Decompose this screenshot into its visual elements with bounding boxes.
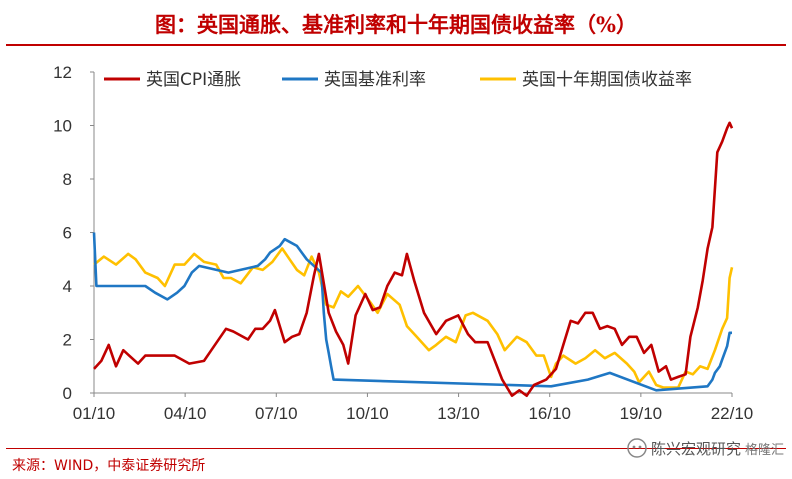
y-tick-label: 12: [53, 63, 72, 82]
x-tick-label: 22/10: [711, 404, 754, 423]
x-tick-label: 16/10: [528, 404, 571, 423]
source-note: 来源：WIND，中泰证券研究所: [12, 458, 206, 474]
y-tick-label: 8: [63, 170, 72, 189]
x-tick-label: 04/10: [164, 404, 207, 423]
legend-label-1: 英国基准利率: [324, 70, 426, 90]
chart-axes: 0 2 4 6 8 10 12 01/10 04/10 07/10 10/10 13/10 16/10 1…: [53, 63, 753, 423]
title-underline: [6, 44, 786, 46]
chart-legend: 英国CPI通胀 英国基准利率 英国十年期国债收益率: [104, 70, 692, 90]
x-tick-label: 01/10: [73, 404, 116, 423]
chart-series-group: [92, 121, 734, 397]
watermark-logo: 格隆汇: [744, 442, 784, 458]
wechat-official-account-icon: [627, 438, 647, 458]
x-tick-label: 19/10: [620, 404, 663, 423]
legend-label-2: 英国十年期国债收益率: [522, 70, 692, 90]
legend-label-0: 英国CPI通胀: [146, 70, 241, 90]
series-line-1: [92, 232, 732, 392]
y-tick-label: 6: [63, 224, 72, 243]
series-line-2: [93, 247, 734, 389]
y-tick-label: 2: [63, 331, 72, 350]
watermark: 陈兴宏观研究 格隆汇: [627, 433, 784, 463]
y-tick-label: 10: [53, 117, 72, 136]
chart-area: 0 2 4 6 8 10 12 01/10 04/10 07/10 10/10 13/10 16/10 1…: [0, 46, 792, 446]
line-chart: 0 2 4 6 8 10 12 01/10 04/10 07/10 10/10 13/10 16/10 1…: [53, 63, 753, 423]
series-line-0: [93, 121, 734, 397]
chart-title: 图：英国通胀、基准利率和十年期国债收益率（%）: [155, 12, 637, 37]
watermark-text: 陈兴宏观研究: [650, 439, 741, 458]
y-tick-label: 0: [63, 384, 72, 403]
x-tick-label: 13/10: [437, 404, 480, 423]
title-bar: 图：英国通胀、基准利率和十年期国债收益率（%）: [0, 0, 792, 46]
x-tick-label: 10/10: [346, 404, 389, 423]
footer-divider: [6, 448, 786, 449]
x-tick-label: 07/10: [255, 404, 298, 423]
y-tick-label: 4: [63, 277, 72, 296]
